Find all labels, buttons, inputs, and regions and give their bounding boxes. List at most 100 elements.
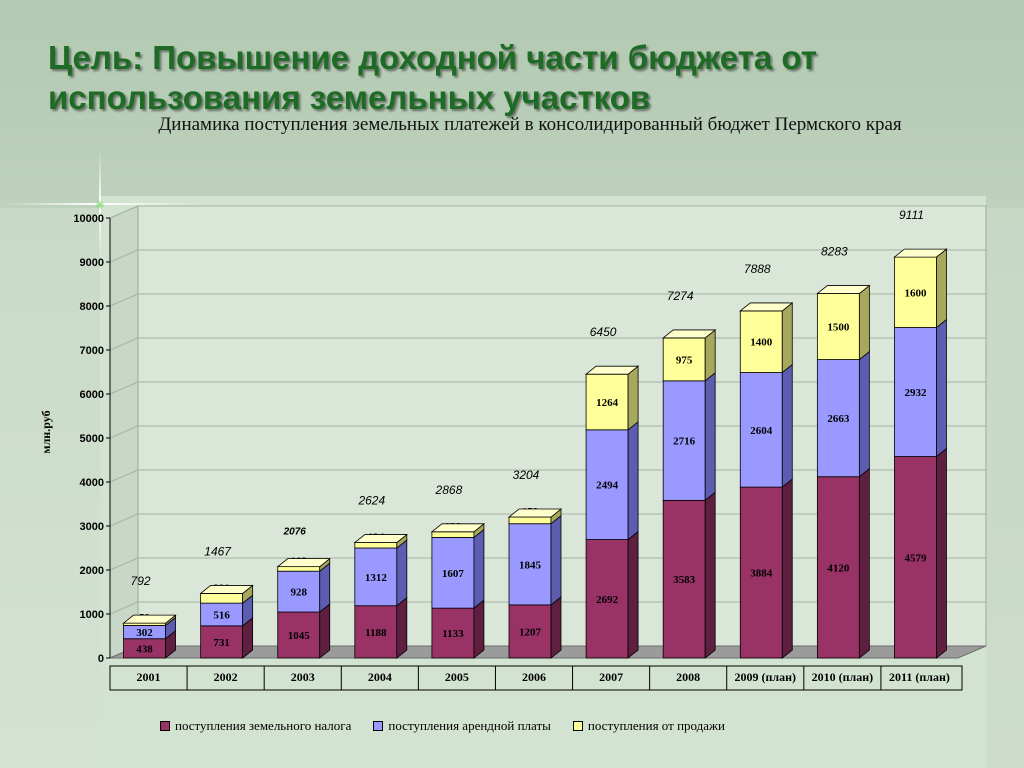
bar-top (662, 329, 717, 339)
bar-value-label: 516 (213, 609, 230, 621)
bar-total-label: 792 (131, 574, 151, 588)
legend-swatch (160, 721, 170, 731)
bar-total-label: 8283 (821, 245, 848, 259)
bar-total-label: 9111 (899, 208, 924, 222)
bar-segment-side (627, 365, 639, 431)
bar-segment-side (858, 350, 870, 478)
bar-value-label: 731 (213, 637, 230, 649)
bar-value-label: 1188 (365, 627, 387, 639)
bar-value-label: 4579 (904, 552, 927, 564)
bar-segment (431, 537, 475, 609)
legend-label: поступления от продажи (587, 718, 725, 733)
left-band (0, 208, 100, 768)
bar-segment-side (550, 514, 562, 606)
bar-segment-side (781, 363, 793, 488)
bar-segment-side (396, 539, 408, 607)
bar-value-label: 1607 (442, 568, 465, 580)
x-axis-box (109, 665, 963, 691)
y-tick-label: 3000 (80, 521, 104, 533)
legend: поступления земельного налога поступлени… (160, 716, 725, 736)
gridline-side (109, 425, 139, 439)
bar-segment-side (936, 318, 947, 458)
gridline-side (109, 557, 139, 571)
bar-segment-side (858, 284, 870, 361)
bar-segment (816, 476, 860, 659)
bar-segment (662, 499, 706, 659)
x-tick-label: 2008 (676, 670, 700, 684)
x-tick-label: 2010 (план) (812, 670, 874, 684)
bar-segment (354, 547, 398, 607)
legend-item-sales: поступления от продажи (572, 718, 725, 734)
bar-segment-side (704, 329, 716, 382)
bar-value-label: 1264 (596, 397, 619, 409)
bar-segment (354, 605, 398, 659)
y-tick-label: 10000 (73, 213, 104, 225)
bar-value-label: 2932 (904, 387, 927, 399)
bar-top (584, 365, 640, 375)
bar-top (430, 523, 486, 533)
bar-segment-side (473, 599, 485, 659)
bar-total-label: 3204 (513, 468, 540, 482)
bar-total-label: 2868 (435, 483, 463, 497)
slide-title: Цель: Повышение доходной части бюджета о… (48, 39, 817, 116)
bar-value-label: 2692 (596, 594, 619, 606)
legend-swatch (572, 721, 583, 731)
bar-segment (200, 593, 244, 604)
bar-segment (200, 625, 244, 659)
bar-value-label: 2716 (673, 436, 696, 448)
x-tick-label: 2007 (599, 670, 623, 684)
bar-segment (508, 604, 552, 659)
bar-value-label: 1207 (519, 626, 542, 638)
gridline-side (109, 293, 139, 307)
bar-top (199, 585, 254, 594)
bar-segment-side (936, 248, 947, 329)
gridline-side (109, 337, 139, 351)
bar-segment-side (858, 467, 870, 659)
bar-value-label: 302 (136, 627, 153, 639)
bar-segment-side (319, 562, 331, 613)
bar-value-label: 1133 (442, 628, 464, 640)
bar-top (276, 558, 331, 568)
x-tick-label: 2009 (план) (734, 670, 796, 684)
legend-swatch (373, 721, 384, 731)
legend-item-rent: поступления арендной платы (373, 718, 551, 734)
bar-value-label: 3583 (673, 574, 696, 586)
bar-top (122, 614, 177, 624)
x-tick-label: 2003 (291, 670, 315, 684)
bar-segment (739, 310, 783, 373)
bar-total-label: 6450 (590, 325, 617, 339)
x-tick-label: 2002 (214, 670, 238, 684)
y-tick-label: 1000 (80, 609, 104, 621)
bar-segment (894, 456, 937, 659)
bar-segment-side (704, 372, 716, 502)
sparkle-dot (95, 200, 105, 210)
bar-value-label: 1600 (904, 287, 927, 299)
bar-segment-side (627, 420, 639, 541)
legend-label: поступления арендной платы (388, 718, 551, 733)
y-tick-label: 9000 (80, 257, 104, 269)
legend-item-land-tax: поступления земельного налога (160, 718, 351, 734)
x-tick-label: 2004 (368, 670, 392, 684)
bar-top (353, 534, 408, 543)
gridline-side (109, 249, 139, 263)
bar-segment (739, 486, 783, 659)
y-tick-label: 0 (98, 653, 104, 665)
bar-segment-side (704, 491, 716, 659)
y-tick-label: 6000 (80, 389, 104, 401)
header-band (0, 0, 1024, 208)
bar-segment-side (936, 447, 947, 659)
bar-segment-side (781, 302, 793, 374)
bar-segment-side (627, 530, 639, 659)
bar-value-label: 2663 (827, 413, 850, 425)
bar-segment-side (550, 596, 562, 659)
bar-value-label: 2604 (750, 425, 773, 437)
gridline-side (109, 381, 139, 395)
legend-label: поступления земельного налога (175, 718, 352, 733)
bar-top (739, 302, 794, 312)
x-tick-label: 2005 (445, 670, 469, 684)
bar-total-label: 2076 (283, 527, 307, 538)
bar-total-label: 7888 (744, 262, 771, 276)
bar-segment-side (396, 596, 408, 659)
gridline-side (109, 513, 139, 527)
